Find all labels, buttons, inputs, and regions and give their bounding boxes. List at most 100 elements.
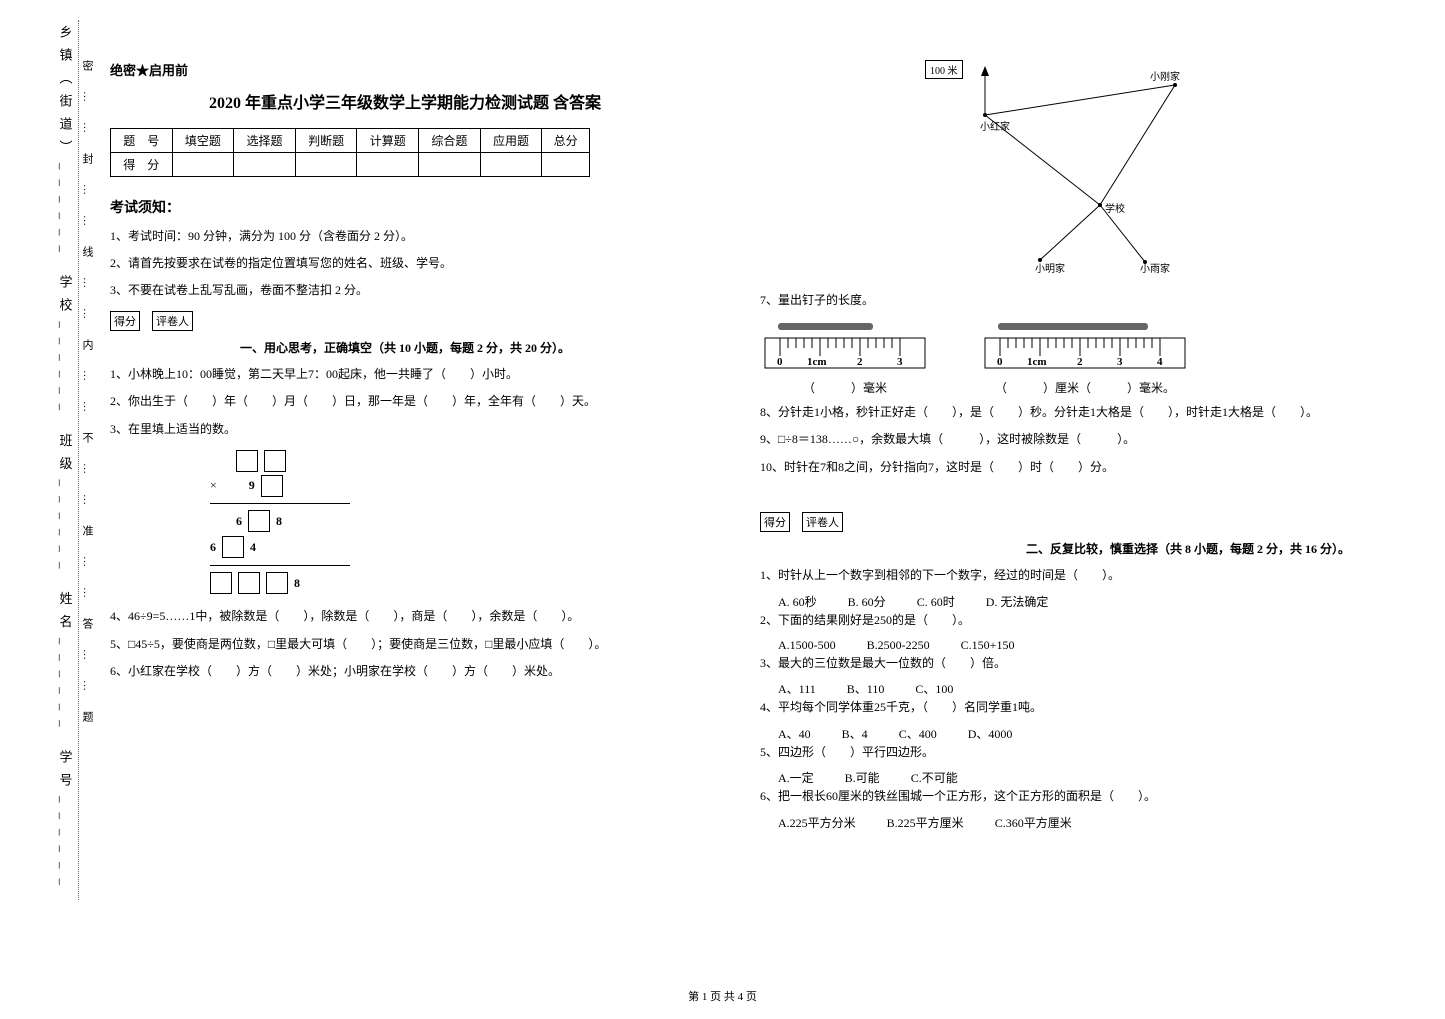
s2q2: 2、下面的结果刚好是250的是（ ）。 <box>760 610 1350 632</box>
label-li: 小雨家 <box>1140 260 1170 275</box>
svg-text:0: 0 <box>997 356 1003 368</box>
svg-text:3: 3 <box>1117 356 1123 368</box>
th: 填空题 <box>172 129 234 153</box>
scale-label: 100 米 <box>925 60 963 79</box>
th: 总分 <box>542 129 590 153</box>
th: 判断题 <box>295 129 357 153</box>
label-ming: 小明家 <box>1035 260 1065 275</box>
binding-fields: 乡镇（街道）______ 学校______ 班级______ 姓名______ … <box>56 25 75 895</box>
td <box>357 153 419 177</box>
exam-title: 2020 年重点小学三年级数学上学期能力检测试题 含答案 <box>110 89 700 113</box>
table-row: 题 号 填空题 选择题 判断题 计算题 综合题 应用题 总分 <box>111 129 590 153</box>
opt-b: B、4 <box>842 727 868 741</box>
left-column: 绝密★启用前 2020 年重点小学三年级数学上学期能力检测试题 含答案 题 号 … <box>110 60 700 960</box>
s2q5: 5、四边形（ ）平行四边形。 <box>760 742 1350 764</box>
opt-c: C. 60时 <box>917 595 955 609</box>
svg-text:3: 3 <box>897 356 903 368</box>
score-box: 得分 <box>110 311 140 331</box>
q8: 8、分针走1小格，秒针正好走（ ），是（ ）秒。分针走1大格是（ ），时针走1大… <box>760 402 1350 424</box>
notice-item: 3、不要在试卷上乱写乱画，卷面不整洁扣 2 分。 <box>110 281 700 300</box>
digit-box <box>236 450 258 472</box>
opt-a: A.225平方分米 <box>778 816 856 830</box>
ruler1-label: （ ）毫米 <box>760 379 930 396</box>
s2q4-opts: A、40 B、4 C、400 D、4000 <box>778 725 1350 742</box>
s2q1-opts: A. 60秒 B. 60分 C. 60时 D. 无法确定 <box>778 593 1350 610</box>
opt-c: C.360平方厘米 <box>995 816 1072 830</box>
opt-b: B. 60分 <box>848 595 886 609</box>
score-box: 得分 <box>760 512 790 532</box>
ruler-row: 0 1cm 2 3 （ ）毫米 <box>760 318 1350 402</box>
q4: 4、46÷9=5……1中，被除数是（ ），除数是（ ），商是（ ），余数是（ ）… <box>110 606 700 628</box>
digit-box <box>222 536 244 558</box>
grader-box: 得分 评卷人 <box>110 311 700 331</box>
opt-a: A、40 <box>778 727 811 741</box>
q9: 9、□÷8＝138……○，余数最大填（ ），这时被除数是（ ）。 <box>760 429 1350 451</box>
rule-line <box>210 565 350 566</box>
s2q6-opts: A.225平方分米 B.225平方厘米 C.360平方厘米 <box>778 814 1350 831</box>
td <box>419 153 481 177</box>
table-row: 得 分 <box>111 153 590 177</box>
digit: 6 <box>236 508 242 534</box>
opt-a: A.1500-500 <box>778 638 836 652</box>
digit-box <box>266 572 288 594</box>
digit-box <box>264 450 286 472</box>
digit-box <box>210 572 232 594</box>
opt-c: C、400 <box>899 727 937 741</box>
direction-diagram: 100 米 小红家 小刚家 学校 小明家 小雨家 <box>885 60 1225 280</box>
opt-d: D. 无法确定 <box>986 595 1049 609</box>
th: 综合题 <box>419 129 481 153</box>
notice-item: 1、考试时间：90 分钟，满分为 100 分（含卷面分 2 分）。 <box>110 227 700 246</box>
digit: 8 <box>294 570 300 596</box>
q7: 7、量出钉子的长度。 <box>760 290 1350 312</box>
s2q1: 1、时针从上一个数字到相邻的下一个数字，经过的时间是（ ）。 <box>760 565 1350 587</box>
digit-box <box>248 510 270 532</box>
s2q3-opts: A、111 B、110 C、100 <box>778 680 1350 697</box>
th: 计算题 <box>357 129 419 153</box>
ruler-1: 0 1cm 2 3 （ ）毫米 <box>760 318 930 396</box>
svg-text:1cm: 1cm <box>1027 356 1047 368</box>
opt-d: D、4000 <box>968 727 1013 741</box>
digit: 9 <box>249 472 255 498</box>
svg-text:2: 2 <box>857 356 863 368</box>
grader-box-2: 得分 评卷人 <box>760 512 1350 532</box>
ruler-svg: 0 1cm 2 3 4 <box>980 318 1190 373</box>
q10: 10、时针在7和8之间，分针指向7，这时是（ ）时（ ）分。 <box>760 457 1350 479</box>
notice-item: 2、请首先按要求在试卷的指定位置填写您的姓名、班级、学号。 <box>110 254 700 273</box>
td <box>172 153 234 177</box>
times-sign: × <box>210 472 217 498</box>
q1: 1、小林晚上10：00睡觉，第二天早上7：00起床，他一共睡了（ ）小时。 <box>110 364 700 386</box>
s2q2-opts: A.1500-500 B.2500-2250 C.150+150 <box>778 638 1350 653</box>
th: 应用题 <box>480 129 542 153</box>
opt-c: C.不可能 <box>911 771 958 785</box>
secret-label: 绝密★启用前 <box>110 60 700 79</box>
digit: 8 <box>276 508 282 534</box>
q5: 5、□45÷5，要使商是两位数，□里最大可填（ ）；要使商是三位数，□里最小应填… <box>110 634 700 656</box>
page-number: 第 1 页 共 4 页 <box>0 988 1445 1004</box>
td <box>542 153 590 177</box>
section1-title: 一、用心思考，正确填空（共 10 小题，每题 2 分，共 20 分）。 <box>110 339 700 356</box>
td <box>480 153 542 177</box>
svg-text:2: 2 <box>1077 356 1083 368</box>
multiplication-vertical: ×9 68 64 8 <box>210 450 700 596</box>
diagram-svg <box>885 60 1225 280</box>
opt-a: A. 60秒 <box>778 595 817 609</box>
notice-title: 考试须知： <box>110 197 700 217</box>
opt-b: B、110 <box>847 682 885 696</box>
opt-c: C、100 <box>915 682 953 696</box>
score-table: 题 号 填空题 选择题 判断题 计算题 综合题 应用题 总分 得 分 <box>110 128 590 177</box>
label-hong: 小红家 <box>980 118 1010 133</box>
td <box>234 153 296 177</box>
td: 得 分 <box>111 153 173 177</box>
s2q4: 4、平均每个同学体重25千克，（ ）名同学重1吨。 <box>760 697 1350 719</box>
digit-box <box>261 475 283 497</box>
ruler-svg: 0 1cm 2 3 <box>760 318 930 373</box>
q6: 6、小红家在学校（ ）方（ ）米处；小明家在学校（ ）方（ ）米处。 <box>110 661 700 683</box>
svg-text:0: 0 <box>777 356 783 368</box>
opt-a: A、111 <box>778 682 816 696</box>
svg-text:1cm: 1cm <box>807 356 827 368</box>
marker-box: 评卷人 <box>152 311 193 331</box>
th: 题 号 <box>111 129 173 153</box>
svg-text:4: 4 <box>1157 356 1163 368</box>
opt-a: A.一定 <box>778 771 814 785</box>
right-column: 100 米 小红家 小刚家 学校 小明家 小雨家 7、量出钉子的长度。 <box>760 60 1350 960</box>
